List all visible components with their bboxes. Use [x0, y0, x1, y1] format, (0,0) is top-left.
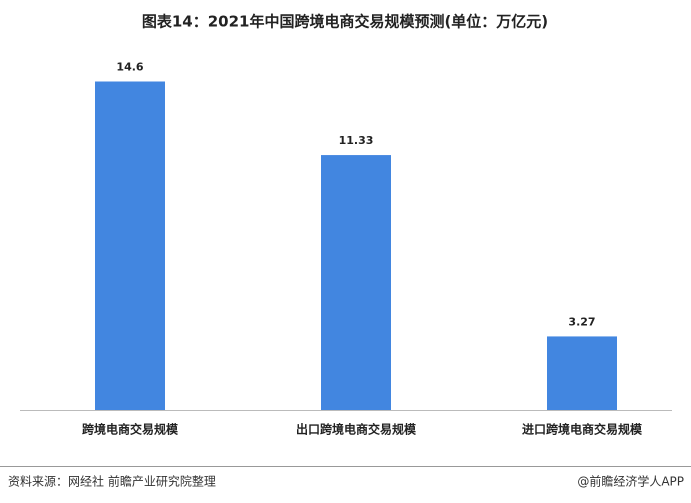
chart-title: 图表14：2021年中国跨境电商交易规模预测(单位：万亿元): [142, 13, 548, 31]
source-note: 资料来源：网经社 前瞻产业研究院整理: [8, 474, 216, 489]
value-label: 3.27: [568, 315, 595, 328]
value-label: 11.33: [339, 134, 374, 147]
value-label: 14.6: [116, 61, 143, 74]
credit: @前瞻经济学人APP: [577, 474, 684, 489]
bar: [95, 81, 165, 410]
bar: [547, 336, 617, 410]
x-tick-label: 跨境电商交易规模: [82, 422, 179, 437]
x-tick-label: 出口跨境电商交易规模: [296, 422, 417, 437]
x-tick-label: 进口跨境电商交易规模: [522, 422, 643, 437]
bar: [321, 155, 391, 410]
